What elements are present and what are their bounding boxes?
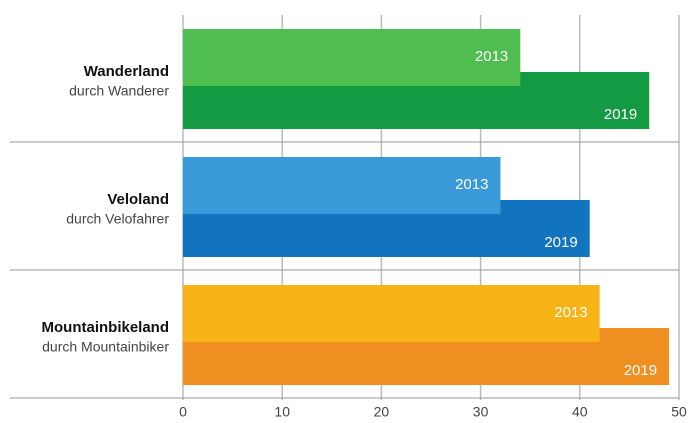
bar xyxy=(183,29,521,86)
bar-label: 2019 xyxy=(604,106,637,123)
category-subtitle: durch Velofahrer xyxy=(66,211,169,227)
x-tick-label: 30 xyxy=(473,404,489,420)
x-tick-label: 20 xyxy=(374,404,390,420)
bar xyxy=(183,285,600,342)
x-tick-label: 40 xyxy=(572,404,588,420)
x-tick-label: 0 xyxy=(179,404,187,420)
bar-label: 2019 xyxy=(624,362,657,379)
category-subtitle: durch Wanderer xyxy=(69,83,169,99)
bar-label: 2013 xyxy=(455,176,488,193)
category-label: Veloland xyxy=(107,191,169,208)
category-label: Wanderland xyxy=(84,63,169,80)
bar-label: 2013 xyxy=(475,48,508,65)
category-label: Mountainbikeland xyxy=(42,319,170,336)
x-tick-label: 10 xyxy=(274,404,290,420)
bar-label: 2013 xyxy=(554,304,587,321)
x-tick-label: 50 xyxy=(671,404,687,420)
category-subtitle: durch Mountainbiker xyxy=(42,339,169,355)
bar xyxy=(183,157,501,214)
bar-label: 2019 xyxy=(544,234,577,251)
